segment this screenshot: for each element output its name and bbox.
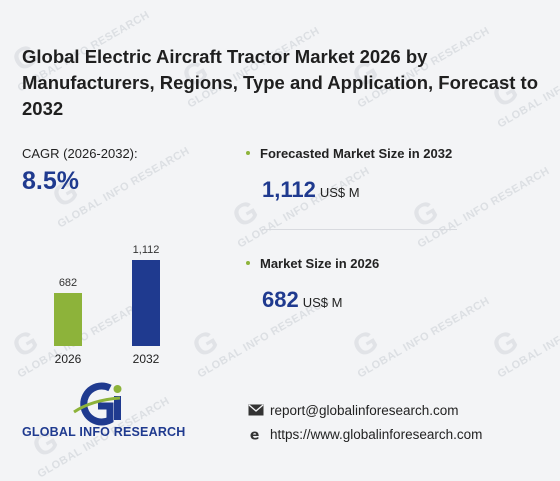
email-link[interactable]: report@globalinforesearch.com <box>270 403 459 418</box>
mail-icon <box>248 404 264 416</box>
forecast-kpi: Forecasted Market Size in 2032 1,112 US$ … <box>246 146 452 203</box>
browser-e-icon: e <box>250 427 260 441</box>
x-tick-label: 2026 <box>54 352 82 366</box>
market-size-bar-chart: 682 2026 1,112 2032 <box>40 230 190 370</box>
bullet-icon <box>246 261 250 265</box>
forecast-label: Forecasted Market Size in 2032 <box>260 146 453 161</box>
logo: GLOBAL INFO RESEARCH <box>22 382 192 442</box>
bar-2026 <box>54 293 82 346</box>
cagr-value: 8.5% <box>22 167 79 195</box>
cagr-label: CAGR (2026-2032): <box>22 146 138 161</box>
market-size-kpi: Market Size in 2026 682 US$ M <box>246 256 379 313</box>
market-size-value: 682 <box>262 287 299 312</box>
market-size-label: Market Size in 2026 <box>260 256 380 271</box>
divider <box>262 229 457 230</box>
bar-2032 <box>132 260 160 346</box>
logo-mark-icon <box>73 382 122 426</box>
bar-value-label: 682 <box>58 277 78 289</box>
website-contact: e https://www.globalinforesearch.com <box>248 427 482 442</box>
x-tick-label: 2032 <box>132 352 160 366</box>
svg-text:e: e <box>250 427 260 441</box>
market-size-unit: US$ M <box>302 295 343 310</box>
email-contact: report@globalinforesearch.com <box>248 403 459 418</box>
bullet-icon <box>246 151 250 155</box>
page-title: Global Electric Aircraft Tractor Market … <box>22 46 539 119</box>
forecast-unit: US$ M <box>319 185 360 200</box>
website-link[interactable]: https://www.globalinforesearch.com <box>270 427 483 442</box>
bar-value-label: 1,112 <box>132 244 160 256</box>
logo-text: GLOBAL INFO RESEARCH <box>22 425 186 439</box>
forecast-value: 1,112 <box>262 177 316 202</box>
